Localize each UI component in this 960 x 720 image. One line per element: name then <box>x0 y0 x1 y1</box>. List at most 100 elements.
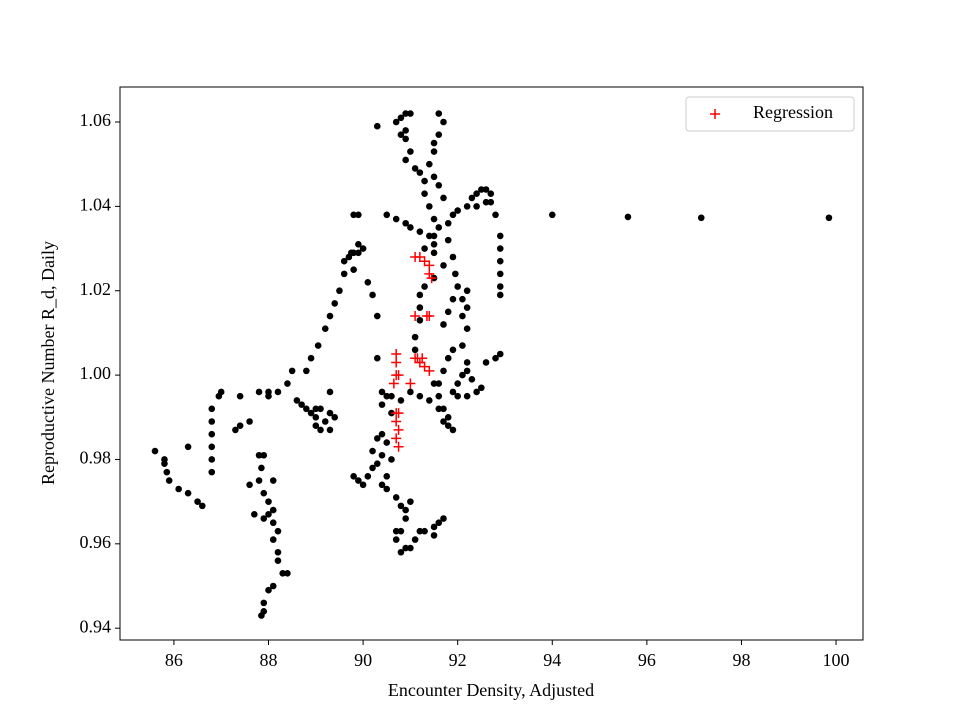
point <box>416 527 424 535</box>
point <box>284 380 291 387</box>
point <box>430 173 438 181</box>
point <box>492 211 499 219</box>
point <box>449 426 457 434</box>
point <box>392 527 400 535</box>
point <box>463 304 471 311</box>
point <box>258 612 265 619</box>
point <box>402 515 409 522</box>
point <box>444 413 452 421</box>
point <box>430 249 438 257</box>
point <box>388 392 395 400</box>
point <box>260 515 268 522</box>
point <box>416 169 424 176</box>
y-tick-label: 1.04 <box>80 194 112 214</box>
point <box>355 477 362 484</box>
x-tick-label: 96 <box>638 650 656 670</box>
point <box>269 536 277 543</box>
point <box>624 213 632 221</box>
point <box>435 380 443 387</box>
y-axis-label: Reproductive Number R_d, Daily <box>38 241 58 485</box>
point <box>492 354 499 362</box>
point <box>208 468 216 476</box>
point <box>482 186 490 193</box>
point <box>402 506 409 514</box>
point <box>444 219 452 227</box>
point <box>435 224 443 231</box>
point <box>255 388 263 396</box>
point <box>411 333 419 341</box>
point <box>430 241 438 248</box>
point <box>331 300 339 307</box>
point <box>378 401 386 408</box>
y-tick-label: 0.94 <box>80 616 112 636</box>
point <box>430 148 438 155</box>
point <box>459 342 466 349</box>
plus-marker <box>419 361 430 372</box>
point <box>402 135 409 143</box>
point <box>274 548 282 556</box>
point <box>194 498 201 505</box>
point <box>336 287 343 295</box>
point <box>463 367 471 375</box>
x-axis-label: Encounter Density, Adjusted <box>388 680 594 700</box>
point <box>421 190 428 198</box>
point <box>407 544 414 552</box>
plus-marker <box>419 256 430 267</box>
point <box>369 291 376 299</box>
point <box>825 214 833 222</box>
point <box>440 321 447 328</box>
plus-marker <box>417 353 428 364</box>
point <box>452 270 459 278</box>
point <box>430 532 438 539</box>
x-tick-label: 92 <box>449 650 467 670</box>
point <box>317 426 324 434</box>
point <box>373 354 381 362</box>
point <box>383 485 391 493</box>
point <box>293 397 301 404</box>
point <box>426 397 433 404</box>
point <box>440 515 447 522</box>
point <box>487 190 495 198</box>
point <box>440 262 447 269</box>
plus-marker <box>414 357 425 368</box>
point <box>435 181 443 189</box>
point <box>397 502 405 510</box>
y-tick-label: 1.00 <box>80 363 112 383</box>
point <box>454 207 461 214</box>
legend-marker <box>710 109 720 119</box>
point <box>421 177 428 185</box>
point <box>331 413 339 421</box>
point <box>426 160 433 168</box>
x-tick-label: 100 <box>823 650 850 670</box>
point <box>184 443 192 451</box>
point <box>449 388 457 396</box>
point <box>321 325 329 333</box>
point <box>373 312 381 320</box>
plot-area <box>119 86 864 641</box>
point <box>340 257 348 265</box>
point <box>397 397 405 404</box>
point <box>411 346 419 354</box>
point <box>208 443 216 451</box>
point <box>260 599 268 607</box>
point <box>463 359 471 366</box>
point <box>251 510 258 518</box>
point <box>496 270 504 278</box>
point <box>274 527 282 535</box>
point <box>312 422 320 430</box>
y-tick-label: 1.06 <box>80 110 112 130</box>
point <box>496 291 504 299</box>
point <box>274 388 282 396</box>
point <box>269 519 277 527</box>
x-tick-label: 94 <box>543 650 561 670</box>
point <box>303 367 310 375</box>
plus-marker <box>393 424 404 435</box>
point <box>416 304 424 311</box>
point <box>369 447 376 455</box>
point <box>430 380 438 387</box>
point <box>473 190 480 198</box>
plus-marker <box>391 357 402 368</box>
y-tick-label: 1.02 <box>80 279 112 299</box>
point <box>435 405 443 413</box>
point <box>468 376 476 383</box>
